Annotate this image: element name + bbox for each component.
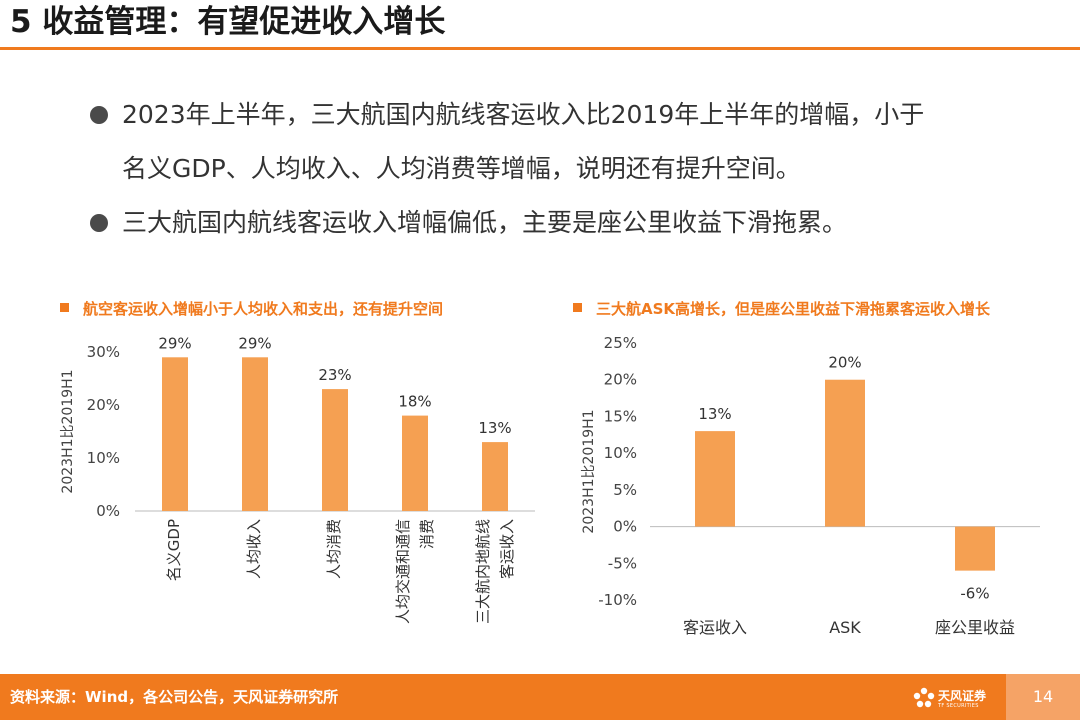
data-label: 29% [238,334,271,352]
x-tick-label-line: 人均收入 [245,519,263,579]
x-tick-label-line: 三大航内地航线 [474,519,492,624]
y-tick-label: 30% [87,343,120,361]
title-divider [0,47,1080,50]
y-tick-label: 25% [604,334,637,352]
chart-right: 25% 20% 15% 10% 5% 0% -5% -10% 2023H1比2019H1 13% 客… [581,334,1040,637]
bullet-item: 三大航国内航线客运收入增幅偏低，主要是座公里收益下滑拖累。 [90,196,1050,250]
x-tick-label-line: 客运收入 [498,519,516,579]
x-tick-label: 座公里收益 [935,618,1015,637]
chart-left: 30% 20% 10% 0% 2023H1比2019H1 29% 名义GDP 29% 人均收入 2… [60,334,535,624]
x-tick-label-line: 消费 [418,519,436,549]
page-number: 14 [1032,687,1054,706]
y-tick-label: -10% [598,591,637,609]
chart-title-text: 三大航ASK高增长，但是座公里收益下滑拖累客运收入增长 [596,300,991,318]
y-tick-label: 20% [87,396,120,414]
data-label: 13% [698,405,731,423]
y-tick-label: 15% [604,407,637,425]
y-axis-label: 2023H1比2019H1 [581,409,597,533]
data-label: -6% [960,585,989,603]
chart-title-text: 航空客运收入增幅小于人均收入和支出，还有提升空间 [83,300,444,318]
bar [402,415,428,511]
bar [322,389,348,511]
bullet-dot-icon [90,106,108,124]
y-tick-label: 10% [604,444,637,462]
flower-logo-icon [913,687,935,708]
logo-subtext: TF SECURITIES [938,703,979,709]
bar [162,357,188,511]
chart-title-left: 航空客运收入增幅小于人均收入和支出，还有提升空间 [60,298,443,319]
bar [695,431,735,527]
y-tick-label: 0% [613,518,637,536]
y-tick-label: 5% [613,481,637,499]
bar [825,379,865,527]
page-title: 5 收益管理：有望促进收入增长 [10,4,446,40]
logo-text: 天风证券 [938,689,987,703]
y-axis-label: 2023H1比2019H1 [60,369,76,493]
bar [482,442,508,511]
x-tick-label: 名义GDP [165,519,183,581]
x-tick-label: 三大航内地航线 客运收入 [474,519,516,624]
x-tick-label: ASK [829,618,861,637]
x-tick-label-line: 人均交通和通信 [394,519,412,624]
bar [242,357,268,511]
x-tick-label: 客运收入 [683,618,747,637]
y-tick-label: 20% [604,371,637,389]
data-label: 13% [478,419,511,437]
bullet-line: 三大航国内航线客运收入增幅偏低，主要是座公里收益下滑拖累。 [122,208,848,237]
x-tick-label: 人均消费 [325,519,343,579]
company-logo: 天风证券 TF SECURITIES [912,682,992,714]
y-tick-label: 0% [96,502,120,520]
footer-source: 资料来源：Wind，各公司公告，天风证券研究所 [10,688,339,706]
data-label: 18% [398,393,431,411]
bullet-line: 名义GDP、人均收入、人均消费等增幅，说明还有提升空间。 [122,154,801,183]
bullet-dot-icon [90,214,108,232]
bullet-line: 2023年上半年，三大航国内航线客运收入比2019年上半年的增幅，小于 [122,100,925,129]
footer-bar: 资料来源：Wind，各公司公告，天风证券研究所 天风证券 TF SECURITI… [0,674,1080,720]
data-label: 29% [158,334,191,352]
bar [955,526,995,571]
chart-title-right: 三大航ASK高增长，但是座公里收益下滑拖累客运收入增长 [573,298,990,319]
bullet-item: 2023年上半年，三大航国内航线客运收入比2019年上半年的增幅，小于 名义GD… [90,88,1050,196]
x-tick-label: 人均交通和通信 消费 [394,519,436,624]
data-label: 20% [828,354,861,372]
page-number-box: 14 [1006,674,1080,720]
y-tick-label: -5% [608,554,637,572]
x-tick-label-line: 名义GDP [165,519,183,581]
x-tick-label-line: 人均消费 [325,519,343,579]
legend-square-icon [573,303,582,312]
legend-square-icon [60,303,69,312]
x-tick-label: 人均收入 [245,519,263,579]
data-label: 23% [318,366,351,384]
y-tick-label: 10% [87,449,120,467]
bullet-list: 2023年上半年，三大航国内航线客运收入比2019年上半年的增幅，小于 名义GD… [90,88,1050,250]
